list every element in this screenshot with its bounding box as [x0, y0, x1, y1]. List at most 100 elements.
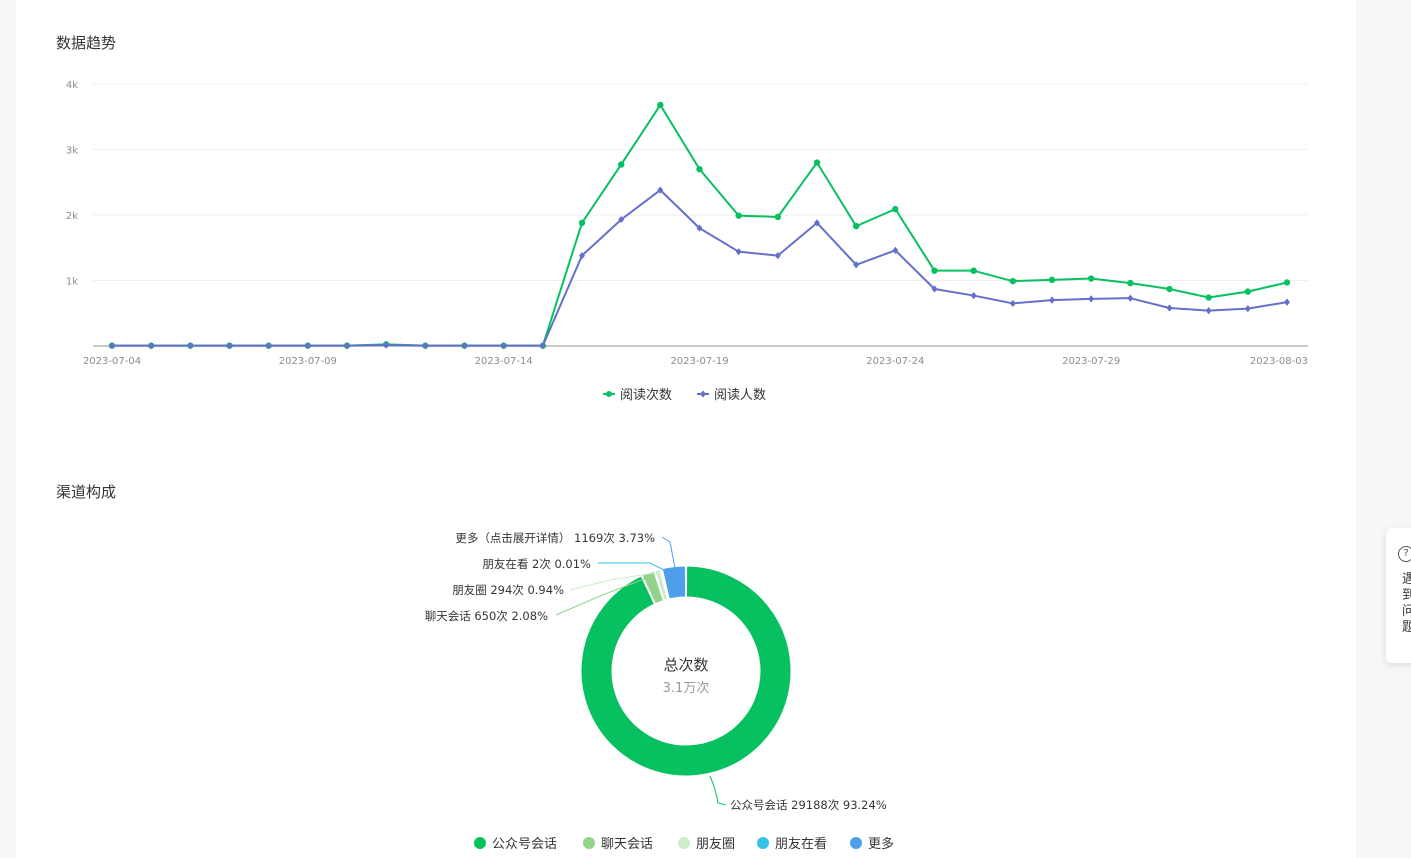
data-point[interactable]: [617, 161, 625, 168]
legend-label: 聊天会话: [601, 837, 653, 852]
data-point[interactable]: [1127, 279, 1134, 287]
trend-section-title: 数据趋势: [56, 34, 117, 52]
trend-line-chart: 1k 2k 3k 4k 2023-07-04 2023-07-09 2023-07-14 20…: [66, 80, 1308, 403]
data-point[interactable]: [1284, 298, 1290, 306]
data-point[interactable]: [970, 267, 977, 274]
data-point[interactable]: [1166, 285, 1173, 293]
help-widget[interactable]: ? 遇到问题: [1386, 528, 1411, 663]
legend-item[interactable]: 朋友在看: [757, 836, 827, 852]
data-point[interactable]: [657, 186, 664, 194]
data-point[interactable]: [578, 219, 586, 227]
legend-item[interactable]: 聊天会话: [583, 837, 653, 852]
donut-slice[interactable]: [580, 565, 792, 777]
legend-label: 阅读人数: [714, 388, 766, 403]
data-point[interactable]: [735, 248, 742, 256]
y-tick-label: 2k: [66, 211, 78, 222]
data-point[interactable]: [1009, 299, 1016, 308]
data-point[interactable]: [774, 213, 782, 221]
legend-label: 公众号会话: [492, 837, 557, 852]
legend-item-reads[interactable]: 阅读次数: [603, 387, 672, 403]
data-point[interactable]: [1087, 275, 1095, 282]
legend-item[interactable]: 公众号会话: [474, 837, 557, 852]
data-point[interactable]: [187, 342, 194, 350]
legend-label: 朋友圈: [696, 836, 735, 852]
help-widget-label: 遇到问题: [1402, 572, 1411, 635]
data-point[interactable]: [853, 261, 860, 269]
donut-center-title: 总次数: [663, 656, 708, 674]
leader-line: [598, 562, 665, 571]
data-point[interactable]: [814, 219, 820, 227]
slice-label: 公众号会话 29188次 93.24%: [730, 798, 887, 812]
legend-marker: [606, 391, 612, 397]
data-point[interactable]: [500, 342, 507, 350]
legend-item[interactable]: 更多: [850, 836, 894, 852]
data-point[interactable]: [618, 215, 625, 224]
data-point[interactable]: [970, 291, 977, 300]
data-point[interactable]: [579, 252, 585, 260]
data-point[interactable]: [931, 285, 938, 293]
data-point[interactable]: [1244, 288, 1252, 295]
data-point[interactable]: [1048, 276, 1056, 284]
data-point[interactable]: [1127, 294, 1134, 302]
legend-dot: [757, 837, 769, 849]
data-point[interactable]: [383, 341, 390, 349]
slice-label: 朋友圈 294次 0.94%: [452, 583, 564, 597]
legend-item[interactable]: 朋友圈: [678, 836, 735, 852]
donut-slice[interactable]: [654, 568, 669, 601]
data-point[interactable]: [774, 252, 781, 260]
channel-section-title: 渠道构成: [56, 483, 117, 501]
data-point[interactable]: [461, 342, 468, 350]
data-point[interactable]: [344, 342, 350, 350]
data-point[interactable]: [696, 165, 703, 173]
data-point[interactable]: [1205, 294, 1212, 301]
legend-marker: [700, 390, 706, 398]
data-point[interactable]: [148, 342, 155, 350]
legend-dot: [850, 837, 862, 849]
question-icon: ?: [1398, 546, 1411, 562]
data-point[interactable]: [1088, 295, 1095, 303]
legend-item-readers[interactable]: 阅读人数: [697, 388, 766, 403]
legend-label: 更多: [868, 836, 894, 852]
data-point[interactable]: [1205, 307, 1212, 315]
x-tick-label: 2023-07-24: [866, 356, 924, 367]
leader-line: [709, 775, 727, 806]
leader-line: [569, 571, 661, 591]
legend-dot: [474, 837, 486, 849]
data-point[interactable]: [304, 342, 311, 350]
data-point[interactable]: [226, 342, 233, 350]
y-tick-label: 1k: [66, 277, 78, 288]
slice-label: 朋友在看 2次 0.01%: [482, 557, 591, 571]
data-point[interactable]: [109, 342, 115, 350]
data-point[interactable]: [1049, 296, 1055, 304]
y-tick-label: 4k: [66, 80, 78, 91]
data-point[interactable]: [539, 342, 546, 350]
data-point[interactable]: [813, 159, 821, 166]
data-point[interactable]: [1244, 305, 1251, 313]
data-point[interactable]: [892, 246, 899, 254]
x-tick-label: 2023-07-29: [1062, 356, 1120, 367]
x-tick-label: 2023-07-14: [475, 356, 533, 367]
data-point[interactable]: [1009, 277, 1017, 285]
legend-label: 阅读次数: [620, 387, 672, 403]
x-tick-label: 2023-07-09: [279, 356, 337, 367]
x-tick-label: 2023-08-03: [1250, 356, 1308, 367]
donut-slice[interactable]: [661, 565, 687, 600]
legend-label: 朋友在看: [775, 836, 827, 852]
data-point[interactable]: [422, 342, 429, 350]
legend-dot: [678, 837, 690, 849]
data-point[interactable]: [696, 224, 703, 232]
leader-line: [555, 575, 653, 616]
data-point[interactable]: [1283, 279, 1291, 286]
data-point[interactable]: [265, 342, 272, 350]
data-point[interactable]: [852, 222, 860, 230]
donut-center-value: 3.1万次: [663, 680, 710, 696]
data-point[interactable]: [1166, 304, 1173, 312]
slice-label: 聊天会话 650次 2.08%: [425, 609, 548, 623]
data-point[interactable]: [657, 101, 664, 109]
data-point[interactable]: [931, 267, 938, 274]
data-point[interactable]: [735, 212, 742, 219]
x-tick-label: 2023-07-04: [83, 356, 141, 367]
data-point[interactable]: [892, 205, 899, 213]
slice-label: 更多（点击展开详情） 1169次 3.73%: [455, 531, 655, 545]
